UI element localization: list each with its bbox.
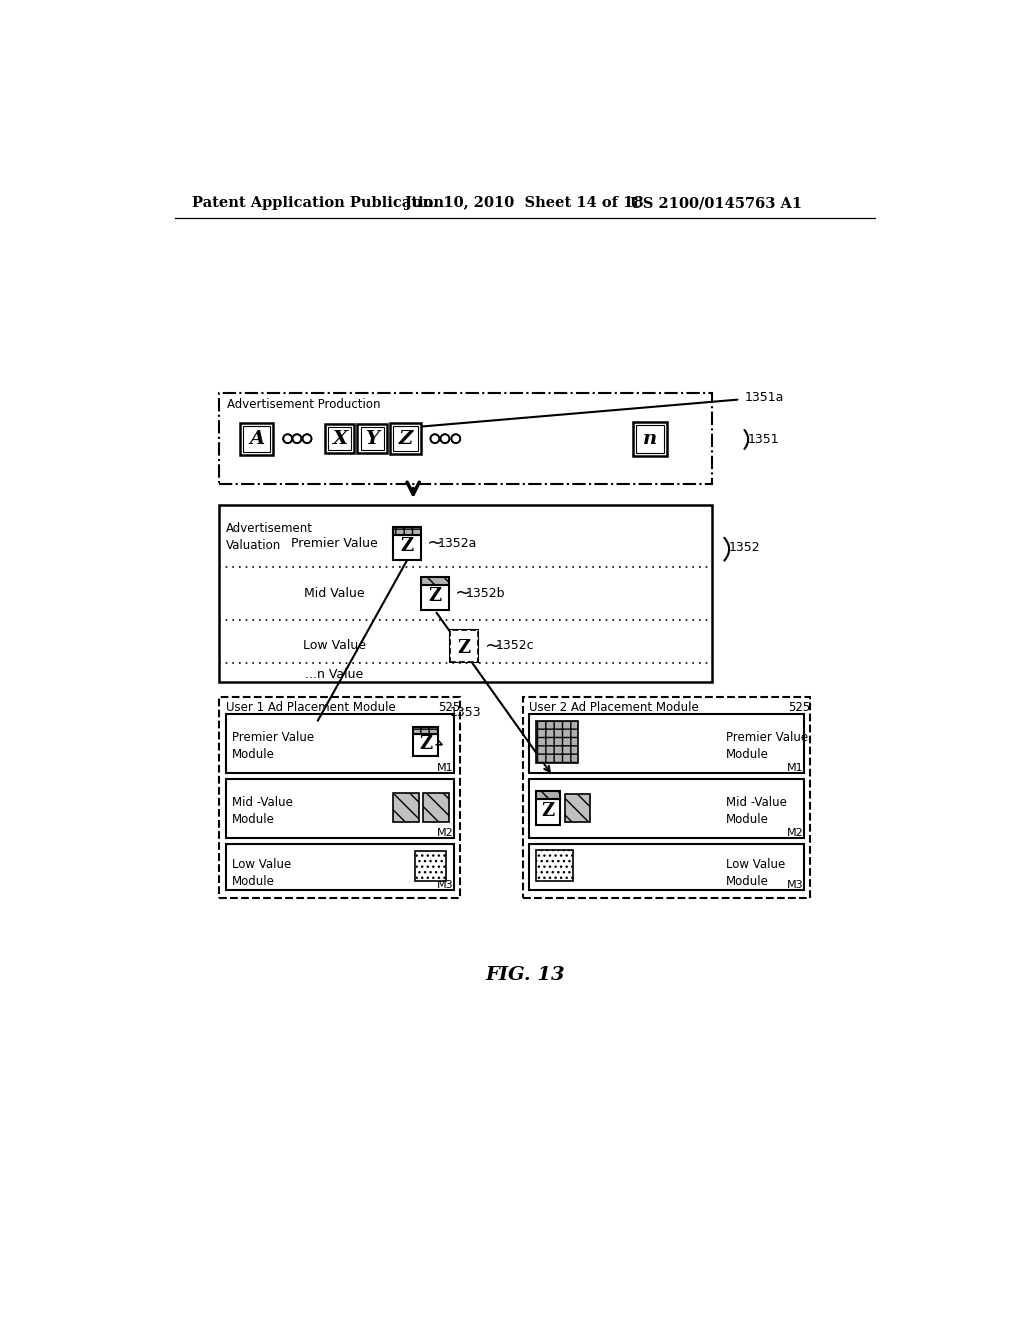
Circle shape bbox=[452, 434, 461, 444]
Text: Z: Z bbox=[542, 801, 555, 820]
Bar bbox=[523, 697, 810, 898]
Circle shape bbox=[432, 436, 437, 441]
Circle shape bbox=[292, 434, 302, 444]
Bar bbox=[219, 697, 460, 898]
Bar bbox=[241, 422, 273, 455]
Text: X: X bbox=[332, 430, 347, 447]
Text: Premier Value: Premier Value bbox=[291, 537, 378, 550]
Bar bbox=[360, 428, 384, 450]
Bar bbox=[225, 843, 454, 890]
Text: 1352b: 1352b bbox=[466, 587, 506, 601]
Text: M1: M1 bbox=[786, 763, 804, 774]
Text: M3: M3 bbox=[786, 880, 804, 890]
Bar bbox=[423, 793, 449, 822]
Bar bbox=[536, 799, 560, 825]
Circle shape bbox=[294, 436, 300, 441]
Text: Advertisement
Valuation: Advertisement Valuation bbox=[225, 521, 312, 552]
Bar bbox=[536, 792, 560, 799]
Bar bbox=[529, 843, 804, 890]
Circle shape bbox=[302, 434, 311, 444]
Text: FIG. 13: FIG. 13 bbox=[485, 966, 564, 983]
Bar bbox=[244, 425, 270, 451]
Bar bbox=[414, 734, 438, 756]
Bar bbox=[451, 630, 478, 663]
Text: Z: Z bbox=[458, 639, 471, 657]
Circle shape bbox=[283, 434, 292, 444]
Text: Y: Y bbox=[366, 430, 379, 447]
Text: Low Value: Low Value bbox=[303, 639, 366, 652]
Text: Z: Z bbox=[419, 735, 432, 752]
Bar bbox=[393, 793, 420, 822]
Bar bbox=[393, 535, 421, 560]
Text: Jun. 10, 2010  Sheet 14 of 18: Jun. 10, 2010 Sheet 14 of 18 bbox=[406, 197, 644, 210]
Text: 1351: 1351 bbox=[748, 433, 779, 446]
Bar bbox=[225, 779, 454, 838]
Circle shape bbox=[304, 436, 309, 441]
Bar bbox=[390, 424, 421, 454]
Text: 1351a: 1351a bbox=[744, 391, 784, 404]
Circle shape bbox=[285, 436, 291, 441]
Circle shape bbox=[430, 434, 439, 444]
Text: Z: Z bbox=[398, 430, 413, 447]
Bar bbox=[529, 779, 804, 838]
Text: Mid -Value
Module: Mid -Value Module bbox=[231, 796, 293, 826]
Circle shape bbox=[440, 434, 450, 444]
Circle shape bbox=[453, 436, 459, 441]
Text: Premier Value
Module: Premier Value Module bbox=[231, 731, 314, 762]
Bar bbox=[393, 527, 421, 535]
Text: M2: M2 bbox=[786, 828, 804, 838]
Text: ~: ~ bbox=[484, 636, 501, 655]
Text: 1352: 1352 bbox=[729, 541, 760, 554]
Text: Advertisement Production: Advertisement Production bbox=[227, 399, 381, 412]
Text: M3: M3 bbox=[436, 880, 453, 890]
Text: Low Value
Module: Low Value Module bbox=[726, 858, 785, 887]
Bar bbox=[536, 850, 572, 880]
Bar bbox=[393, 426, 418, 451]
Text: Z: Z bbox=[428, 587, 441, 605]
Text: Mid -Value
Module: Mid -Value Module bbox=[726, 796, 787, 826]
Bar bbox=[536, 721, 579, 763]
Text: M1: M1 bbox=[436, 763, 453, 774]
Bar bbox=[325, 424, 354, 453]
Bar bbox=[225, 714, 454, 774]
Text: Patent Application Publication: Patent Application Publication bbox=[191, 197, 443, 210]
Bar bbox=[565, 795, 590, 822]
Text: Premier Value
Module: Premier Value Module bbox=[726, 731, 808, 762]
Bar bbox=[219, 506, 712, 682]
Circle shape bbox=[442, 436, 447, 441]
Text: ~: ~ bbox=[455, 583, 471, 603]
Bar bbox=[451, 630, 478, 663]
Text: US 2100/0145763 A1: US 2100/0145763 A1 bbox=[630, 197, 803, 210]
Bar bbox=[414, 726, 438, 734]
Text: 1353: 1353 bbox=[450, 706, 481, 719]
Bar bbox=[357, 424, 387, 453]
Text: 525: 525 bbox=[438, 701, 460, 714]
Text: A: A bbox=[249, 430, 264, 447]
Text: M2: M2 bbox=[436, 828, 454, 838]
Text: ~: ~ bbox=[427, 533, 443, 553]
Text: 525: 525 bbox=[788, 701, 811, 714]
Bar bbox=[633, 422, 667, 455]
Text: n: n bbox=[642, 430, 656, 447]
Text: User 2 Ad Placement Module: User 2 Ad Placement Module bbox=[529, 701, 699, 714]
Text: 1352a: 1352a bbox=[438, 537, 477, 550]
Text: User 1 Ad Placement Module: User 1 Ad Placement Module bbox=[225, 701, 395, 714]
Text: Z: Z bbox=[400, 537, 414, 554]
Text: ...n Value: ...n Value bbox=[305, 668, 364, 681]
Bar bbox=[421, 585, 449, 610]
Bar bbox=[421, 577, 449, 585]
Bar bbox=[636, 425, 664, 453]
Text: Mid Value: Mid Value bbox=[304, 587, 365, 601]
Bar bbox=[219, 393, 712, 484]
Text: 1352c: 1352c bbox=[496, 639, 534, 652]
Text: Low Value
Module: Low Value Module bbox=[231, 858, 291, 887]
Bar bbox=[328, 428, 351, 450]
Bar bbox=[415, 851, 445, 880]
Bar bbox=[529, 714, 804, 774]
